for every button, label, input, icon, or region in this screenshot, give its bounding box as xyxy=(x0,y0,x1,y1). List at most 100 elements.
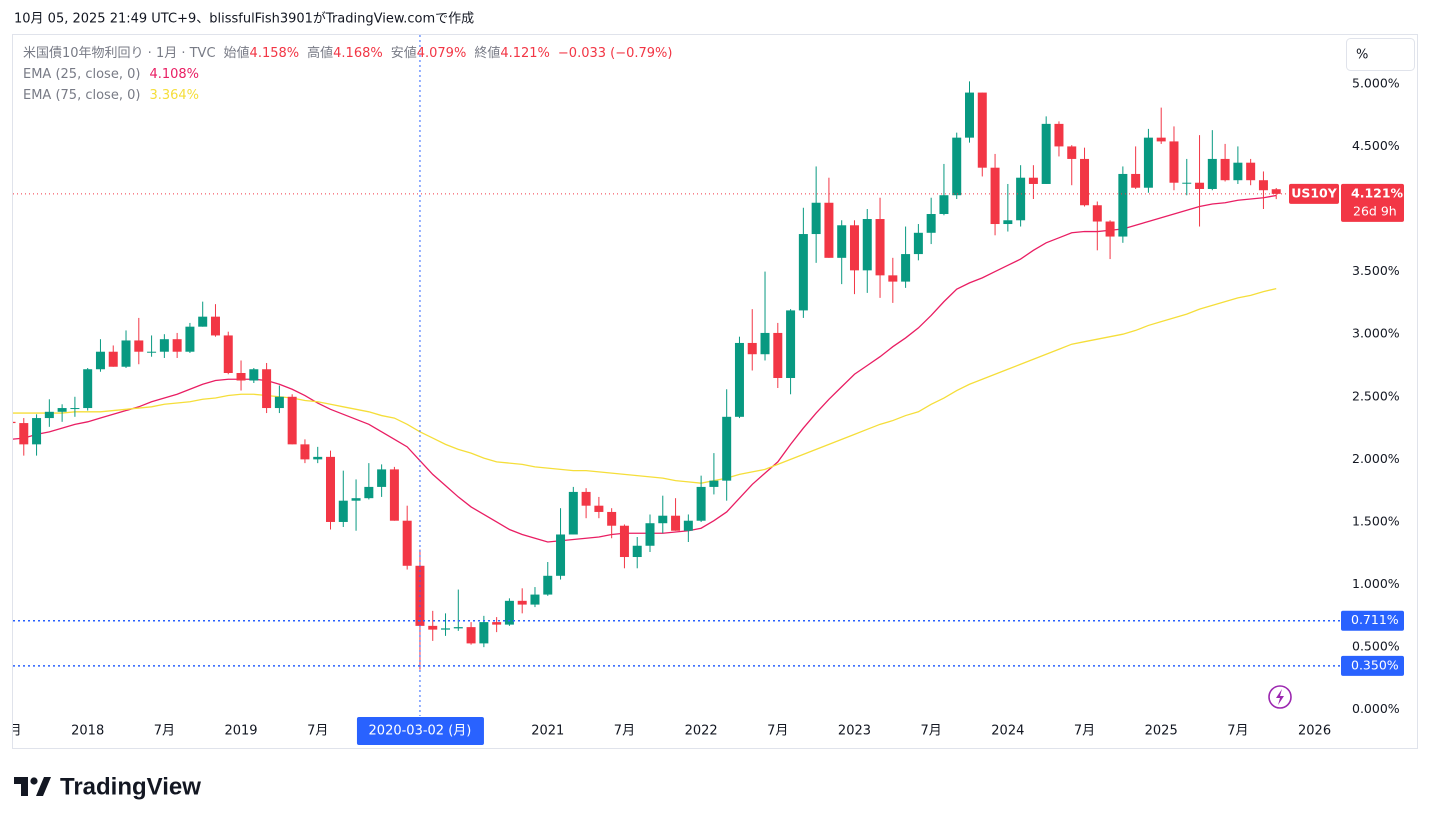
candle-body xyxy=(159,339,169,352)
candle-body xyxy=(1041,123,1051,184)
brand: TradingView xyxy=(60,773,201,800)
candle-body xyxy=(696,486,706,521)
candle-body xyxy=(977,92,987,168)
candle-body xyxy=(313,456,323,460)
candle-body xyxy=(287,396,297,445)
candle-body xyxy=(913,232,923,255)
candle-body xyxy=(428,625,438,630)
ema-line xyxy=(13,194,1277,543)
crosshair-label-bg xyxy=(356,717,484,745)
legend-series-name: EMA (75, close, 0) xyxy=(23,88,140,103)
candle-body xyxy=(441,628,451,630)
candle-body xyxy=(594,505,604,512)
candle-body xyxy=(1246,162,1256,181)
scale-button[interactable] xyxy=(1346,38,1415,71)
legend-line: 米国債10年物利回り · 1月 · TVC 始値4.158% 高値4.168% 安値4… xyxy=(23,45,672,61)
horizontal-line-tag: 0.711% xyxy=(1351,612,1399,627)
candle-body xyxy=(1271,189,1281,194)
y-tick-label: 2.000% xyxy=(1352,451,1400,466)
candle-body xyxy=(722,416,732,481)
candle-body xyxy=(13,421,16,424)
candle-body xyxy=(798,234,808,311)
y-tick-label: 0.500% xyxy=(1352,639,1400,654)
candle-body xyxy=(121,340,131,367)
candle-body xyxy=(734,342,744,417)
candle-body xyxy=(57,408,67,412)
candle-body xyxy=(1220,158,1230,181)
candle-body xyxy=(1195,182,1205,189)
candle-body xyxy=(990,167,1000,225)
candle-body xyxy=(1169,141,1179,183)
x-tick-label: 7月 xyxy=(154,724,175,739)
candle-body xyxy=(389,469,399,521)
y-tick-label: 5.000% xyxy=(1352,75,1400,90)
candle-body xyxy=(619,525,629,558)
candle-body xyxy=(1118,173,1128,237)
x-tick-label: 2023 xyxy=(838,724,871,739)
candle-body xyxy=(262,369,272,409)
candle-body xyxy=(747,342,757,355)
x-tick-label: 2021 xyxy=(531,724,564,739)
legend-ohlc-value: 4.121% xyxy=(500,46,550,61)
x-tick-label: 2022 xyxy=(685,724,718,739)
candle-body xyxy=(1054,123,1064,147)
y-tick-label: 3.000% xyxy=(1352,326,1400,341)
x-tick-label: 7月 xyxy=(921,724,942,739)
candle-body xyxy=(249,369,259,381)
alert-icon[interactable] xyxy=(1268,685,1292,709)
candle-body xyxy=(849,225,859,271)
candle-body xyxy=(824,202,834,258)
candle-body xyxy=(671,515,681,531)
candle-body xyxy=(44,411,54,419)
candle-body xyxy=(185,326,195,352)
candle-body xyxy=(453,627,463,629)
candle-body xyxy=(1003,220,1013,225)
legend-ohlc-label: 安値 xyxy=(391,45,417,61)
candle-body xyxy=(326,456,335,522)
candle-body xyxy=(645,523,655,546)
legend-ohlc-value: 4.158% xyxy=(250,46,300,61)
ema-line xyxy=(13,287,1277,484)
candle-body xyxy=(402,520,412,566)
candle-body xyxy=(517,600,527,605)
candle-body xyxy=(965,92,974,138)
candle-body xyxy=(556,534,566,576)
legend-series-value: 4.108% xyxy=(149,67,199,82)
candle-body xyxy=(70,408,80,410)
candle-body xyxy=(300,444,310,460)
scale-button-label: % xyxy=(1356,48,1368,63)
legend-ohlc-value: 4.168% xyxy=(333,46,383,61)
candle-body xyxy=(364,486,374,499)
x-tick-label: 7月 xyxy=(614,724,635,739)
candle-body xyxy=(351,498,361,501)
candle-body xyxy=(1067,146,1077,159)
candle-body xyxy=(683,520,693,531)
candle-body xyxy=(19,423,29,445)
candle-body xyxy=(862,219,872,271)
candle-body xyxy=(504,600,514,625)
candle-body xyxy=(926,214,936,233)
candle-body xyxy=(568,491,578,535)
candle-body xyxy=(658,515,668,524)
symbol-tag: US10Y xyxy=(1291,185,1338,200)
candle-body xyxy=(95,351,105,370)
y-tick-label: 3.500% xyxy=(1352,263,1400,278)
legend-ohlc-label: 始値 xyxy=(224,45,250,61)
plot-area xyxy=(13,81,1340,670)
candle-body xyxy=(1016,177,1026,221)
candle-body xyxy=(543,575,553,595)
horizontal-line-tag-bg xyxy=(1341,655,1404,676)
caption: 10月 05, 2025 21:49 UTC+9、blissfulFish390… xyxy=(14,12,474,27)
candle-body xyxy=(172,339,182,352)
x-tick-label: 2025 xyxy=(1145,724,1178,739)
candle-body xyxy=(466,627,476,644)
candle-body xyxy=(952,137,962,196)
legend-line: EMA (75, close, 0) 3.364% xyxy=(23,88,199,103)
legend-ohlc-value: 4.079% xyxy=(417,46,467,61)
candle-body xyxy=(760,332,770,355)
x-tick-label: 7月 xyxy=(307,724,328,739)
candle-body xyxy=(492,622,502,625)
candle-body xyxy=(83,369,93,409)
candle-body xyxy=(530,594,540,605)
